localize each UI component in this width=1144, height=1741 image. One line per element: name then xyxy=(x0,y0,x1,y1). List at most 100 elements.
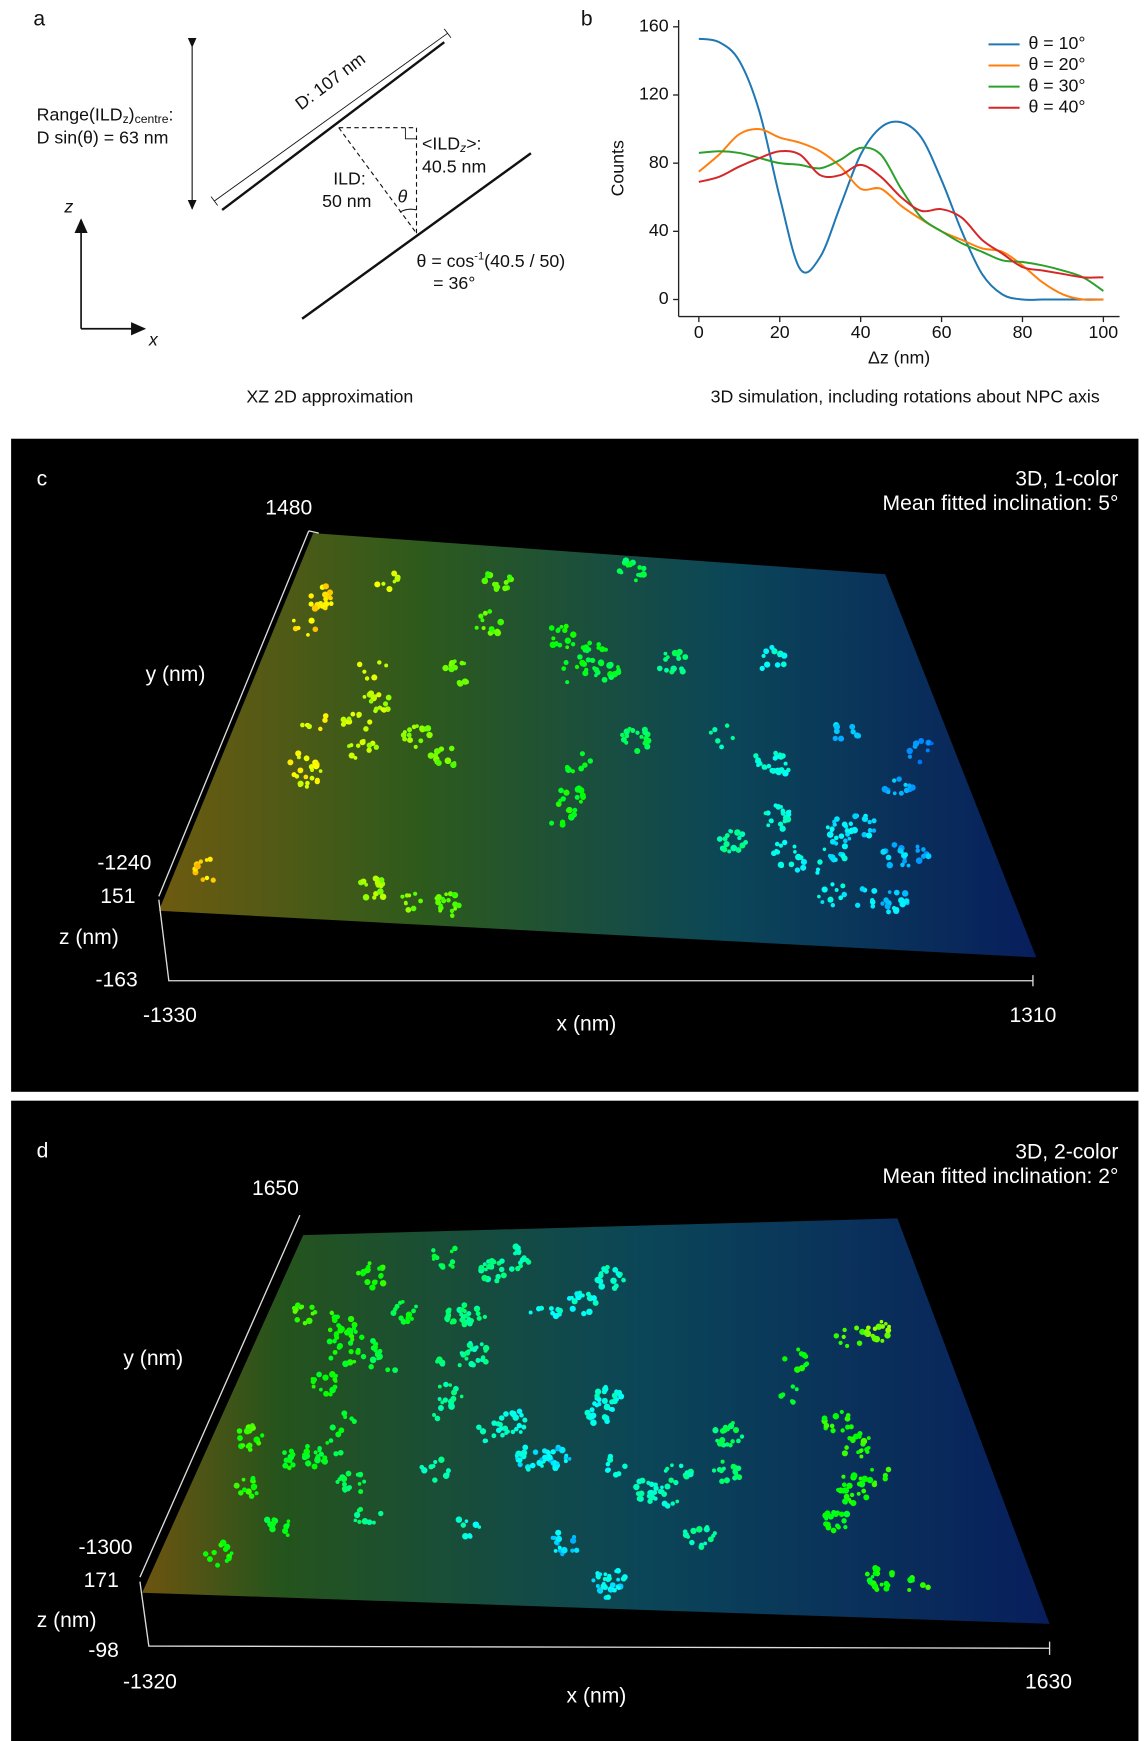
localization xyxy=(690,1528,696,1534)
localization xyxy=(833,822,837,826)
localization xyxy=(724,1477,730,1483)
localization xyxy=(845,1344,849,1348)
localization xyxy=(398,1315,403,1320)
localization xyxy=(509,1266,515,1272)
localization xyxy=(673,1480,678,1485)
localization xyxy=(921,847,926,852)
localization xyxy=(201,877,206,882)
localization xyxy=(778,755,782,759)
localization xyxy=(372,1521,376,1525)
localization xyxy=(403,730,407,734)
localization xyxy=(824,1517,828,1521)
localization xyxy=(226,1557,230,1561)
localization xyxy=(849,1500,853,1504)
localization xyxy=(791,1384,795,1388)
localization xyxy=(333,1451,338,1456)
localization xyxy=(414,1305,418,1309)
localization xyxy=(921,854,926,859)
localization xyxy=(733,1427,739,1433)
caption: XZ 2D approximation xyxy=(246,386,413,406)
localization xyxy=(476,1424,482,1430)
localization xyxy=(380,1280,386,1286)
localization xyxy=(304,1453,310,1459)
localization xyxy=(650,1495,655,1500)
localization xyxy=(540,1457,544,1461)
localization xyxy=(899,791,904,796)
localization xyxy=(885,1327,891,1333)
localization xyxy=(357,662,362,667)
localization xyxy=(830,882,834,886)
localization xyxy=(579,800,583,804)
localization xyxy=(502,1426,508,1432)
localization xyxy=(558,788,564,794)
localization xyxy=(779,844,783,848)
localization xyxy=(840,1428,844,1432)
localization xyxy=(874,1587,879,1592)
localization xyxy=(575,665,579,669)
localization xyxy=(282,1528,288,1534)
localization xyxy=(727,849,731,853)
localization xyxy=(838,895,843,900)
localization xyxy=(571,642,575,646)
localization xyxy=(338,1326,344,1332)
localization xyxy=(849,822,853,826)
localization xyxy=(449,746,455,752)
x-tick-label: 60 xyxy=(932,322,952,342)
localization xyxy=(383,701,388,706)
localization xyxy=(460,661,465,666)
localization xyxy=(666,655,670,659)
localization xyxy=(788,810,792,814)
localization xyxy=(451,1265,455,1269)
localization xyxy=(285,1459,289,1463)
localization xyxy=(633,1484,639,1490)
localization xyxy=(575,786,581,792)
localization xyxy=(778,862,784,868)
localization xyxy=(907,748,913,754)
axis-value: -1320 xyxy=(123,1670,177,1693)
localization xyxy=(440,1360,445,1365)
localization xyxy=(730,845,737,852)
localization xyxy=(335,1431,341,1437)
localization xyxy=(286,1533,290,1537)
series-line xyxy=(699,148,1104,291)
localization xyxy=(598,1283,605,1290)
localization xyxy=(386,695,392,701)
localization xyxy=(851,827,858,834)
localization xyxy=(775,842,780,847)
localization xyxy=(477,1316,482,1321)
localization xyxy=(323,583,329,589)
localization xyxy=(413,892,417,896)
localization xyxy=(725,723,729,727)
localization xyxy=(328,1356,333,1361)
localization xyxy=(830,1424,835,1429)
localization xyxy=(334,1331,339,1336)
localization xyxy=(356,1271,361,1276)
localization xyxy=(857,1434,862,1439)
localization xyxy=(719,745,724,750)
localization xyxy=(926,748,930,752)
localization xyxy=(828,1514,834,1520)
localization xyxy=(689,1540,694,1545)
panel-label: d xyxy=(37,1139,49,1162)
localization xyxy=(300,723,305,728)
localization xyxy=(314,1457,321,1464)
localization xyxy=(627,561,633,567)
localization xyxy=(414,745,418,749)
axis-label: y (nm) xyxy=(146,663,206,686)
localization xyxy=(836,1525,841,1530)
x-tick-label: 100 xyxy=(1089,322,1119,342)
localization xyxy=(341,1476,347,1482)
localization xyxy=(361,1272,366,1277)
localization xyxy=(796,1347,800,1351)
localization xyxy=(588,758,593,763)
localization xyxy=(855,903,860,908)
range-label: Range(ILDz)centre: xyxy=(37,104,174,126)
localization xyxy=(554,641,558,645)
localization xyxy=(621,1576,627,1582)
localization xyxy=(250,1476,255,1481)
localization xyxy=(761,654,765,658)
localization xyxy=(838,736,844,742)
localization xyxy=(465,1350,471,1356)
localization xyxy=(438,1397,442,1401)
localization xyxy=(639,735,643,739)
